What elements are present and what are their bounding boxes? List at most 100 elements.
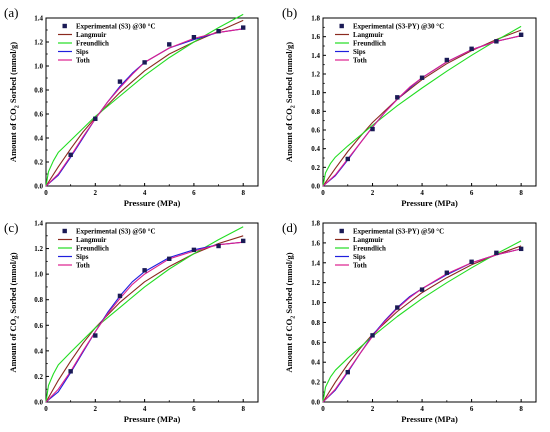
- legend-marker-experimental: [339, 228, 344, 234]
- y-tick-label: 0.8: [34, 87, 43, 95]
- data-point: [494, 39, 499, 44]
- data-point: [216, 29, 221, 34]
- x-axis-label: Pressure (MPa): [401, 414, 458, 424]
- data-point: [345, 369, 350, 375]
- y-tick-label: 1.0: [34, 63, 43, 71]
- data-point: [241, 25, 246, 30]
- legend-label: Langmuir: [353, 236, 383, 244]
- chart-panel-2: (b) 0 2 4 6 8 0.0 0.2 0.4 0.6 0.8 1.0 1.2 1.4 1.6 1.8 Pr…: [282, 5, 537, 208]
- y-tick-label: 1.0: [34, 271, 43, 279]
- data-point: [518, 246, 524, 252]
- x-axis-label: Pressure (MPa): [124, 414, 181, 424]
- y-tick-label: 1.8: [311, 220, 320, 228]
- y-tick-label: 1.4: [34, 15, 43, 23]
- series-line-freundlich: [45, 13, 244, 187]
- panel-label: (b): [282, 5, 297, 20]
- x-tick-label: 6: [192, 189, 196, 197]
- y-tick-label: 0.0: [34, 399, 43, 407]
- x-tick-label: 6: [470, 405, 474, 413]
- chart-panel-1: (a) 0 2 4 6 8 0.0 0.2 0.4 0.6 0.8 1.0 1.2 1.4 Pressure…: [4, 5, 259, 208]
- data-point: [469, 259, 474, 264]
- x-tick-label: 4: [143, 405, 147, 413]
- y-tick-label: 1.2: [34, 245, 43, 253]
- series-line-freundlich: [322, 240, 522, 403]
- series-line-sips: [45, 28, 244, 187]
- y-tick-label: 0.4: [311, 359, 320, 367]
- data-point: [167, 256, 172, 261]
- x-tick-label: 8: [519, 405, 523, 413]
- data-point: [494, 250, 499, 256]
- y-tick-label: 0.2: [34, 373, 43, 381]
- series-line-sips: [322, 248, 522, 403]
- data-point: [142, 60, 147, 65]
- legend-label: Toth: [76, 56, 90, 64]
- x-tick-label: 0: [44, 189, 48, 197]
- legend-label: Freundlich: [76, 244, 109, 252]
- legend-label: Sips: [353, 48, 366, 56]
- y-tick-label: 1.2: [311, 279, 320, 287]
- y-tick-label: 1.0: [311, 89, 320, 97]
- y-tick-label: 0.6: [34, 111, 43, 119]
- legend-label: Freundlich: [76, 39, 109, 47]
- x-tick-label: 2: [94, 405, 98, 413]
- y-axis-label: Amount of CO2 Sorbed (mmol/g): [284, 252, 297, 372]
- series-line-langmuir: [322, 245, 522, 403]
- y-tick-label: 0.8: [311, 108, 320, 116]
- data-point: [395, 305, 400, 310]
- x-axis-label: Pressure (MPa): [124, 198, 181, 208]
- y-tick-label: 0.8: [34, 296, 43, 304]
- data-point: [68, 369, 73, 374]
- y-tick-label: 1.8: [311, 15, 320, 23]
- series-line-freundlich: [322, 25, 522, 187]
- panel-label: (c): [4, 220, 18, 235]
- data-point: [167, 42, 172, 47]
- x-tick-label: 4: [420, 405, 424, 413]
- legend-label: Toth: [76, 261, 90, 269]
- data-point: [142, 268, 147, 273]
- chart-panel-3: (c) 0 2 4 6 8 0.0 0.2 0.4 0.6 0.8 1.0 1.2 1.4 Pressure…: [4, 220, 259, 424]
- legend-label: Sips: [353, 253, 366, 261]
- data-point: [518, 32, 524, 37]
- y-tick-label: 1.4: [311, 259, 320, 267]
- legend-marker-experimental: [62, 23, 67, 29]
- y-tick-label: 0.6: [311, 339, 320, 347]
- legend-label: Sips: [76, 253, 89, 261]
- x-tick-label: 8: [241, 405, 245, 413]
- legend-label: Toth: [353, 261, 367, 269]
- series-line-toth: [322, 248, 522, 403]
- legend-marker-experimental: [62, 228, 67, 234]
- panel-label: (a): [4, 5, 18, 20]
- series-line-langmuir: [45, 235, 244, 403]
- data-point: [469, 46, 474, 51]
- y-tick-label: 0.2: [311, 164, 320, 172]
- y-tick-label: 0.0: [311, 183, 320, 191]
- legend-label: Toth: [353, 56, 367, 64]
- y-tick-label: 0.8: [311, 319, 320, 327]
- x-tick-label: 0: [321, 405, 325, 413]
- x-tick-label: 8: [241, 189, 245, 197]
- data-point: [117, 293, 123, 299]
- series-line-langmuir: [45, 19, 244, 187]
- x-tick-label: 8: [519, 189, 523, 197]
- x-tick-label: 2: [94, 189, 98, 197]
- x-tick-label: 6: [470, 189, 474, 197]
- legend-marker-experimental: [339, 23, 344, 29]
- legend-label: Experimental (S3-PY) @30 °C: [353, 22, 444, 30]
- x-tick-label: 2: [371, 189, 375, 197]
- data-point: [93, 116, 98, 121]
- data-point: [444, 57, 450, 63]
- y-tick-label: 1.4: [34, 220, 43, 228]
- data-point: [419, 287, 425, 292]
- y-tick-label: 0.6: [34, 322, 43, 330]
- data-point: [93, 333, 98, 338]
- y-tick-label: 1.6: [311, 33, 320, 41]
- y-tick-label: 1.0: [311, 299, 320, 307]
- legend-label: Langmuir: [76, 236, 106, 244]
- y-tick-label: 1.4: [311, 52, 320, 60]
- y-tick-label: 0.4: [34, 347, 43, 355]
- legend-label: Experimental (S3) @30 °C: [76, 22, 156, 30]
- panel-label: (d): [282, 220, 297, 235]
- y-tick-label: 0.2: [311, 379, 320, 387]
- data-point: [117, 79, 123, 84]
